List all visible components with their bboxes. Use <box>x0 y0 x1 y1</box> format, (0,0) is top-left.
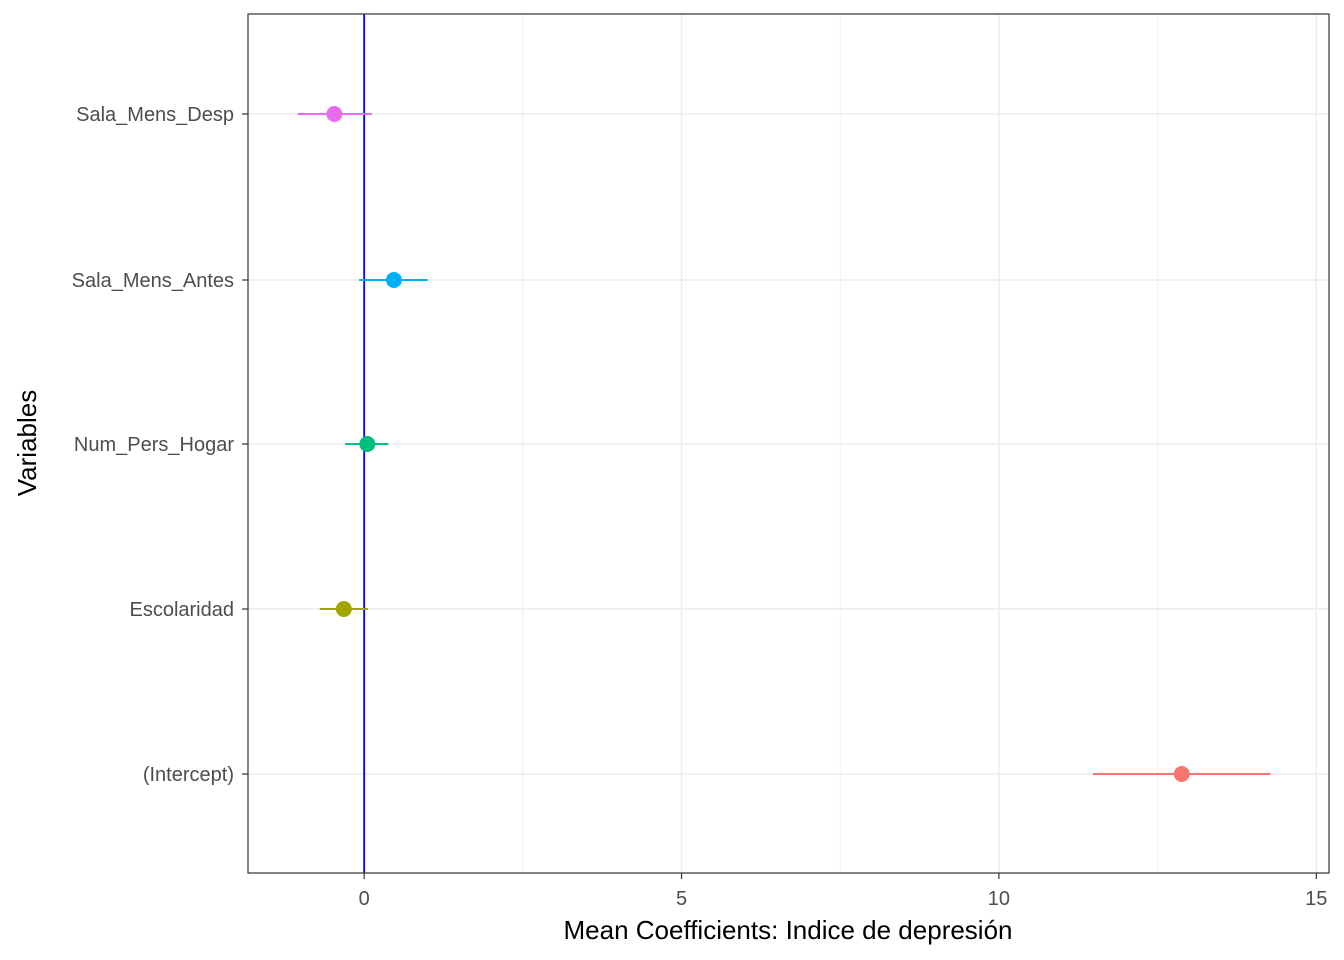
y-tick-label: Sala_Mens_Desp <box>76 104 234 126</box>
y-tick-label: Escolaridad <box>129 599 234 621</box>
x-tick-label: 15 <box>1305 888 1327 910</box>
grid-major <box>248 14 1329 873</box>
coefficient-point <box>335 601 352 617</box>
x-axis-ticks: 0 5 10 15 <box>359 873 1327 910</box>
x-tick-label: 10 <box>988 888 1010 910</box>
y-tick-label: Num_Pers_Hogar <box>74 434 234 456</box>
y-axis-ticks: (Intercept) Escolaridad Num_Pers_Hogar Sala… <box>72 104 248 786</box>
coefficient-point <box>1173 766 1190 782</box>
x-axis-title: Mean Coefficients: Indice de depresión <box>563 915 1012 945</box>
coefficient-point <box>385 272 402 288</box>
y-tick-label: Sala_Mens_Antes <box>72 270 234 292</box>
coefficient-point <box>359 436 376 452</box>
y-tick-label: (Intercept) <box>143 764 234 786</box>
x-tick-label: 0 <box>359 888 370 910</box>
coefficient-marks <box>297 106 1271 782</box>
y-axis-title: Variables <box>12 390 42 496</box>
x-tick-label: 5 <box>676 888 687 910</box>
coefficient-point <box>326 106 343 122</box>
